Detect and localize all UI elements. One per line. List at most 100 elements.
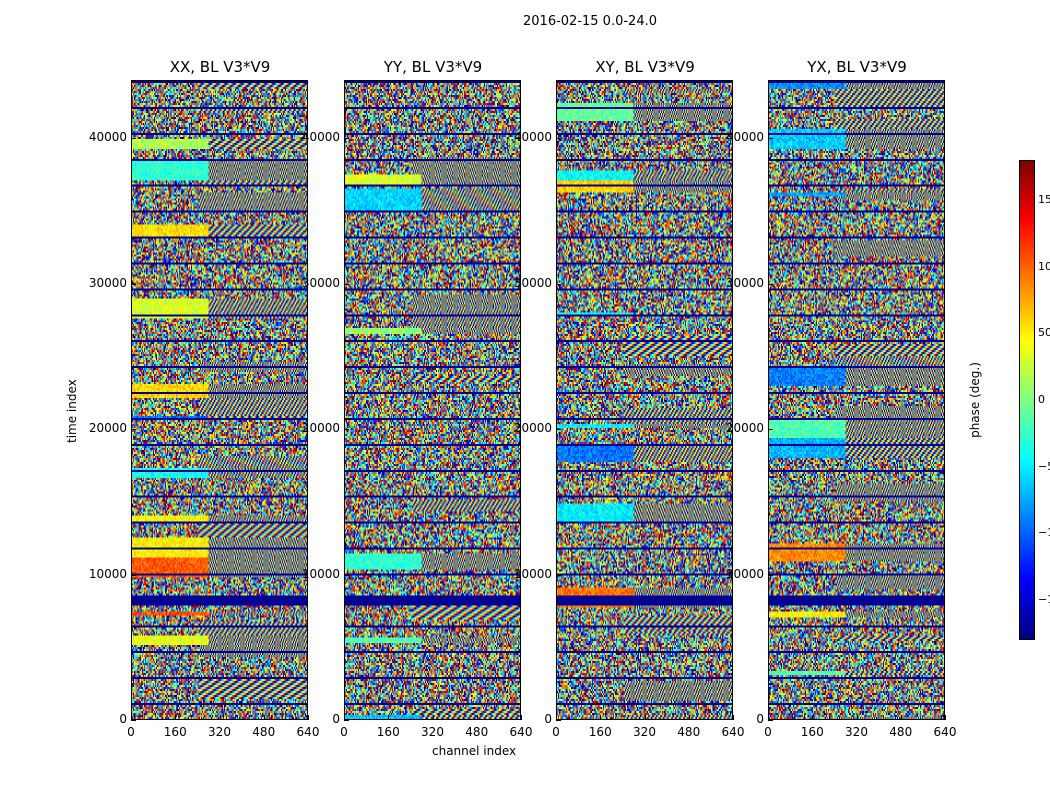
panel-title: XX, BL V3*V9	[169, 58, 271, 76]
x-tick-mark	[388, 715, 390, 720]
x-tick-label: 640	[721, 725, 745, 739]
y-tick-label: 10000	[301, 566, 340, 581]
heatmap-panel	[556, 80, 733, 720]
y-tick-mark	[768, 574, 773, 576]
panel-title: YX, BL V3*V9	[807, 58, 907, 76]
y-tick-label: 40000	[513, 130, 552, 145]
x-tick-mark	[733, 715, 734, 720]
y-tick-mark	[131, 283, 136, 285]
x-tick-label: 160	[376, 725, 400, 739]
x-tick-label: 480	[465, 725, 489, 739]
y-tick-mark	[131, 429, 136, 431]
x-tick-mark	[131, 715, 132, 720]
y-tick-mark	[344, 138, 349, 140]
y-tick-label: 10000	[725, 566, 764, 581]
y-tick-mark	[344, 429, 349, 431]
y-tick-label: 0	[544, 712, 552, 726]
x-tick-label: 0	[340, 725, 348, 739]
colorbar-tick-label: 150	[1038, 193, 1050, 206]
x-tick-label: 320	[845, 725, 868, 739]
y-tick-mark	[556, 138, 561, 140]
x-tick-label: 0	[127, 725, 135, 739]
colorbar-tick-label: −150	[1038, 593, 1050, 606]
y-tick-label: 0	[756, 712, 764, 726]
y-tick-label: 40000	[88, 130, 127, 145]
x-tick-mark	[856, 715, 858, 720]
y-tick-mark	[556, 574, 561, 576]
y-tick-label: 0	[332, 712, 340, 726]
x-tick-label: 640	[933, 725, 957, 739]
y-tick-mark	[344, 720, 349, 721]
x-tick-mark	[644, 715, 646, 720]
y-axis-label: time index	[65, 379, 79, 443]
heatmap-panel	[768, 80, 945, 720]
y-tick-mark	[768, 720, 773, 721]
y-tick-mark	[768, 283, 773, 285]
x-tick-label: 0	[552, 725, 560, 739]
y-tick-mark	[768, 138, 773, 140]
figure-title: 2016-02-15 0.0-24.0	[523, 14, 657, 29]
y-tick-label: 30000	[88, 275, 127, 290]
heatmap-panel	[131, 80, 308, 720]
x-tick-mark	[556, 715, 557, 720]
x-tick-mark	[812, 715, 814, 720]
colorbar-tick-label: 0	[1038, 393, 1045, 406]
x-tick-mark	[688, 715, 690, 720]
colorbar-label: phase (deg.)	[968, 362, 982, 438]
y-tick-label: 20000	[301, 421, 340, 436]
y-tick-mark	[556, 720, 561, 721]
x-tick-label: 640	[509, 725, 533, 739]
y-tick-label: 40000	[725, 130, 764, 145]
x-tick-mark	[308, 715, 309, 720]
y-tick-mark	[556, 429, 561, 431]
y-tick-mark	[768, 429, 773, 431]
x-tick-mark	[432, 715, 434, 720]
x-tick-mark	[945, 715, 946, 720]
colorbar-tick-label: 100	[1038, 259, 1050, 273]
y-tick-label: 20000	[513, 421, 552, 436]
y-tick-mark	[131, 138, 136, 140]
colorbar-tick-label: 50	[1038, 326, 1050, 340]
y-tick-label: 30000	[725, 275, 764, 290]
x-axis-label: channel index	[432, 744, 517, 758]
x-tick-label: 160	[588, 725, 612, 739]
panel-title: XY, BL V3*V9	[595, 58, 695, 76]
y-tick-label: 20000	[88, 421, 127, 436]
x-tick-label: 320	[633, 725, 656, 739]
colorbar	[1019, 160, 1035, 640]
x-tick-mark	[344, 715, 345, 720]
y-tick-mark	[344, 574, 349, 576]
y-tick-mark	[131, 720, 136, 721]
heatmap-panel	[344, 80, 521, 720]
x-tick-label: 320	[421, 725, 444, 739]
y-tick-label: 20000	[725, 421, 764, 436]
y-tick-mark	[131, 574, 136, 576]
y-tick-label: 10000	[88, 566, 127, 581]
y-tick-label: 30000	[513, 275, 552, 290]
x-tick-label: 480	[889, 725, 913, 739]
x-tick-mark	[600, 715, 602, 720]
x-tick-mark	[219, 715, 221, 720]
y-tick-label: 0	[119, 712, 127, 726]
x-tick-label: 0	[764, 725, 772, 739]
x-tick-label: 160	[800, 725, 824, 739]
x-tick-mark	[476, 715, 478, 720]
x-tick-mark	[521, 715, 522, 720]
x-tick-label: 480	[252, 725, 276, 739]
x-tick-label: 480	[677, 725, 701, 739]
y-tick-mark	[344, 283, 349, 285]
panel-title: YY, BL V3*V9	[383, 58, 483, 76]
x-tick-mark	[900, 715, 902, 720]
y-tick-label: 40000	[301, 130, 340, 145]
colorbar-tick-label: −50	[1038, 459, 1050, 473]
y-tick-label: 10000	[513, 566, 552, 581]
x-tick-label: 320	[208, 725, 231, 739]
x-tick-mark	[768, 715, 769, 720]
y-tick-mark	[556, 283, 561, 285]
x-tick-label: 160	[163, 725, 187, 739]
y-tick-label: 30000	[301, 275, 340, 290]
x-tick-mark	[175, 715, 177, 720]
x-tick-label: 640	[296, 725, 320, 739]
colorbar-tick-label: −100	[1038, 526, 1050, 540]
x-tick-mark	[263, 715, 265, 720]
